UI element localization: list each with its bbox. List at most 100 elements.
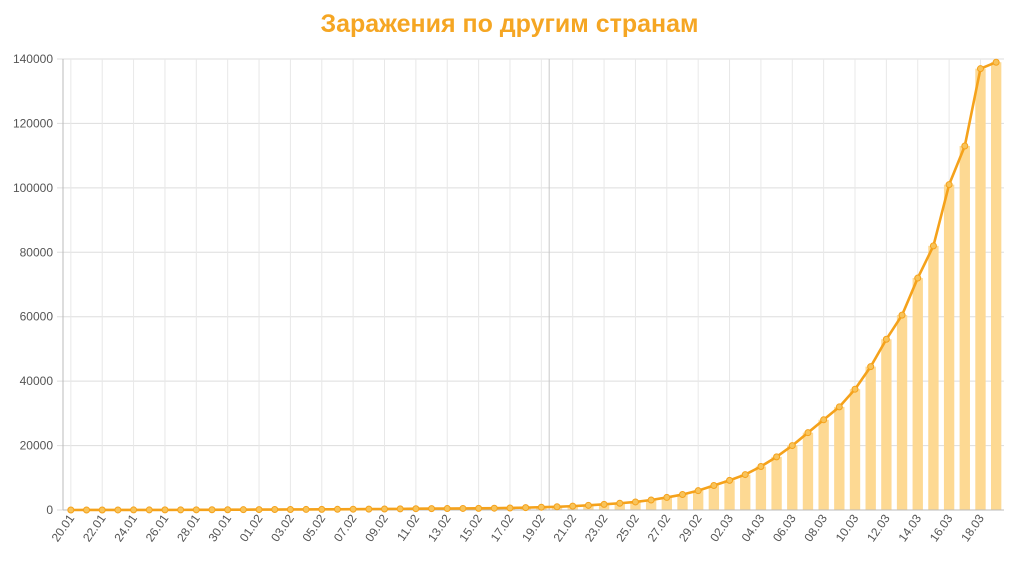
- x-tick-label: 06.03: [770, 511, 799, 544]
- x-tick-label: 07.02: [331, 511, 360, 544]
- y-tick-label: 40000: [20, 374, 54, 388]
- data-point: [600, 500, 608, 508]
- bar: [755, 466, 767, 510]
- data-point: [757, 463, 765, 471]
- y-tick-label: 0: [46, 503, 53, 517]
- data-point: [647, 496, 655, 504]
- bar: [849, 389, 861, 510]
- data-point: [255, 506, 263, 514]
- x-tick-label: 10.03: [833, 511, 862, 544]
- y-tick-label: 60000: [20, 310, 54, 324]
- bar: [724, 480, 735, 510]
- data-point: [114, 506, 122, 514]
- data-point: [145, 506, 153, 514]
- x-tick-label: 30.01: [205, 511, 234, 544]
- x-tick-label: 14.03: [896, 511, 925, 544]
- data-point: [914, 274, 922, 282]
- data-point: [349, 505, 357, 513]
- data-point: [365, 505, 373, 513]
- data-point: [553, 503, 561, 511]
- data-point: [177, 506, 185, 514]
- y-axis-ticks: 0 20000 40000 60000 80000 100000 120000 140000: [13, 52, 53, 517]
- x-tick-label: 25.02: [613, 511, 642, 544]
- bar-series: [65, 62, 1002, 511]
- bar: [990, 62, 1002, 510]
- data-point: [224, 506, 232, 514]
- y-tick-label: 80000: [20, 245, 54, 259]
- x-tick-label: 08.03: [801, 511, 830, 544]
- data-point: [271, 506, 279, 514]
- data-point: [616, 499, 624, 507]
- data-point: [412, 505, 420, 513]
- x-tick-label: 05.02: [300, 511, 329, 544]
- data-point: [867, 363, 875, 371]
- bar: [975, 68, 986, 511]
- bar: [740, 474, 751, 510]
- bar: [834, 406, 845, 510]
- data-point: [443, 505, 451, 513]
- bar: [692, 490, 704, 510]
- data-point: [835, 403, 843, 411]
- data-point: [773, 453, 781, 461]
- bar: [943, 184, 955, 510]
- bar: [865, 366, 876, 510]
- x-tick-label: 11.02: [394, 511, 422, 543]
- bar: [928, 245, 939, 511]
- x-axis-ticks: 20.01 22.01 24.01 26.01 28.01 30.01 01.02 03.02…: [49, 511, 988, 544]
- bar: [896, 315, 908, 510]
- bar: [818, 419, 829, 510]
- data-point: [726, 476, 734, 484]
- data-point: [976, 65, 984, 73]
- data-point: [961, 142, 969, 150]
- line-series: [67, 58, 1000, 514]
- bar: [787, 445, 798, 510]
- data-point: [522, 504, 530, 512]
- x-tick-label: 22.01: [80, 511, 109, 544]
- x-tick-label: 21.02: [550, 511, 579, 544]
- bar: [912, 278, 923, 510]
- x-tick-label: 15.02: [456, 511, 485, 544]
- bar: [802, 432, 814, 510]
- data-point: [428, 505, 436, 513]
- data-point: [208, 506, 216, 514]
- data-point: [851, 385, 859, 393]
- data-point: [490, 504, 498, 512]
- x-tick-label: 17.02: [488, 511, 517, 544]
- x-tick-label: 24.01: [111, 511, 140, 544]
- grid: [57, 58, 1004, 511]
- data-point: [631, 498, 639, 506]
- x-tick-label: 28.01: [174, 511, 203, 544]
- data-point: [459, 504, 467, 512]
- bar: [645, 500, 657, 510]
- data-point: [83, 506, 91, 514]
- data-point: [318, 505, 326, 513]
- data-point: [381, 505, 389, 513]
- x-tick-label: 01.02: [237, 511, 266, 544]
- x-tick-label: 03.02: [268, 511, 297, 544]
- bar: [708, 485, 720, 510]
- x-tick-label: 02.03: [707, 511, 736, 544]
- data-point: [663, 493, 671, 501]
- x-tick-label: 29.02: [676, 511, 705, 544]
- bar: [959, 145, 970, 510]
- bar: [661, 497, 672, 510]
- x-tick-label: 13.02: [425, 511, 454, 544]
- x-tick-label: 16.03: [927, 511, 956, 544]
- x-tick-label: 12.03: [864, 511, 893, 544]
- x-tick-label: 04.03: [739, 511, 768, 544]
- data-point: [286, 505, 294, 513]
- data-point: [569, 502, 577, 510]
- x-tick-label: 18.03: [958, 511, 987, 544]
- data-point: [537, 503, 545, 511]
- x-tick-label: 27.02: [645, 511, 674, 544]
- data-point: [694, 487, 702, 495]
- y-tick-label: 120000: [13, 116, 53, 130]
- data-point: [475, 504, 483, 512]
- data-point: [929, 242, 937, 250]
- x-tick-label: 09.02: [362, 511, 391, 544]
- data-point: [788, 442, 796, 450]
- data-point: [98, 506, 106, 514]
- data-point: [741, 471, 749, 479]
- data-point: [710, 482, 718, 490]
- bar: [630, 501, 641, 510]
